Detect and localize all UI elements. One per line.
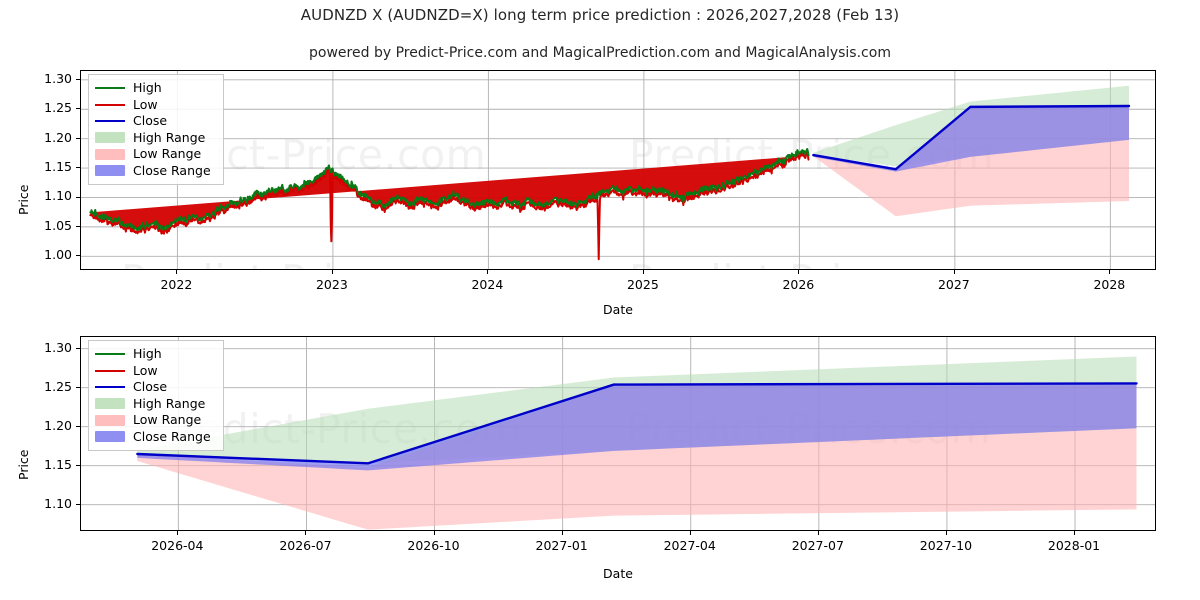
legend-line-swatch-icon (95, 365, 125, 376)
top-chart-legend-item-high[interactable]: High (95, 80, 215, 97)
bottom-chart-legend-item-high-range[interactable]: High Range (95, 396, 215, 413)
top-chart-legend-item-close[interactable]: Close (95, 113, 215, 130)
bottom-chart-x-tick-label: 2026-07 (260, 538, 350, 553)
legend-patch-swatch-icon (95, 398, 125, 409)
legend-label: Low Range (133, 146, 201, 163)
top-chart-x-tick-mark (1109, 270, 1110, 274)
legend-label: High Range (133, 130, 205, 147)
top-chart-legend-item-low[interactable]: Low (95, 97, 215, 114)
top-chart-y-tick-label: 1.10 (28, 188, 72, 203)
top-chart-svg (81, 71, 1156, 270)
bottom-chart-legend-item-low[interactable]: Low (95, 363, 215, 380)
bottom-chart-x-tick-mark (177, 531, 178, 535)
bottom-chart-x-tick-mark (1074, 531, 1075, 535)
top-chart-x-tick-mark (798, 270, 799, 274)
bottom-chart-legend-item-high[interactable]: High (95, 346, 215, 363)
top-chart-x-tick-label: 2025 (598, 277, 688, 292)
legend-line-swatch-icon (95, 99, 125, 110)
top-chart-y-tick-label: 1.20 (28, 130, 72, 145)
top-chart-x-tick-mark (954, 270, 955, 274)
bottom-chart-legend-item-close[interactable]: Close (95, 379, 215, 396)
legend-line-swatch-icon (95, 349, 125, 360)
legend-line-swatch-icon (95, 382, 125, 393)
bottom-chart-y-tick-label: 1.25 (28, 379, 72, 394)
legend-label: Close (133, 113, 167, 130)
legend-label: Low (133, 97, 158, 114)
legend-patch-swatch-icon (95, 431, 125, 442)
legend-label: High Range (133, 396, 205, 413)
top-chart-legend: HighLowCloseHigh RangeLow RangeClose Ran… (88, 74, 224, 185)
bottom-chart-x-tick-mark (818, 531, 819, 535)
legend-label: High (133, 80, 162, 97)
bottom-chart-x-tick-mark (562, 531, 563, 535)
top-chart-x-tick-mark (332, 270, 333, 274)
top-chart-x-tick-label: 2024 (442, 277, 532, 292)
top-chart-y-tick-label: 1.15 (28, 159, 72, 174)
bottom-chart-x-tick-mark (434, 531, 435, 535)
top-chart-x-axis-label: Date (80, 302, 1156, 317)
legend-patch-swatch-icon (95, 165, 125, 176)
top-chart-y-tick-label: 1.00 (28, 247, 72, 262)
top-chart-legend-item-low-range[interactable]: Low Range (95, 146, 215, 163)
bottom-chart-y-tick-label: 1.20 (28, 418, 72, 433)
top-chart-y-tick-label: 1.05 (28, 218, 72, 233)
bottom-chart-x-tick-mark (690, 531, 691, 535)
top-chart-y-tick-label: 1.25 (28, 100, 72, 115)
top-chart-plot-area: Predict-Price.com Predict-Price.com Pred… (80, 70, 1156, 270)
bottom-chart-x-tick-mark (946, 531, 947, 535)
top-chart-x-tick-mark (176, 270, 177, 274)
legend-label: Close Range (133, 429, 211, 446)
bottom-chart-x-tick-label: 2027-04 (645, 538, 735, 553)
top-chart-x-tick-mark (487, 270, 488, 274)
bottom-chart-y-tick-label: 1.15 (28, 457, 72, 472)
top-chart-x-tick-label: 2022 (131, 277, 221, 292)
top-chart-legend-item-high-range[interactable]: High Range (95, 130, 215, 147)
bottom-chart-x-tick-label: 2027-01 (517, 538, 607, 553)
bottom-chart-x-tick-label: 2028-01 (1029, 538, 1119, 553)
legend-label: Close (133, 379, 167, 396)
bottom-chart-x-tick-mark (305, 531, 306, 535)
legend-label: Low (133, 363, 158, 380)
page-title: AUDNZD X (AUDNZD=X) long term price pred… (0, 6, 1200, 24)
chart-page: AUDNZD X (AUDNZD=X) long term price pred… (0, 0, 1200, 600)
top-chart-x-tick-label: 2023 (287, 277, 377, 292)
top-chart-y-tick-label: 1.30 (28, 71, 72, 86)
bottom-chart-y-tick-label: 1.30 (28, 340, 72, 355)
legend-label: Low Range (133, 412, 201, 429)
legend-patch-swatch-icon (95, 132, 125, 143)
bottom-chart-legend: HighLowCloseHigh RangeLow RangeClose Ran… (88, 340, 224, 451)
legend-line-swatch-icon (95, 116, 125, 127)
top-chart-x-tick-label: 2027 (909, 277, 999, 292)
legend-patch-swatch-icon (95, 415, 125, 426)
legend-patch-swatch-icon (95, 149, 125, 160)
legend-line-swatch-icon (95, 83, 125, 94)
legend-label: High (133, 346, 162, 363)
bottom-chart-x-tick-label: 2026-04 (132, 538, 222, 553)
bottom-chart-y-tick-label: 1.10 (28, 496, 72, 511)
bottom-chart-legend-item-low-range[interactable]: Low Range (95, 412, 215, 429)
top-chart-x-tick-mark (643, 270, 644, 274)
page-subtitle: powered by Predict-Price.com and Magical… (0, 45, 1200, 61)
top-chart-x-tick-label: 2028 (1064, 277, 1154, 292)
top-chart-legend-item-close-range[interactable]: Close Range (95, 163, 215, 180)
bottom-chart-x-tick-label: 2027-07 (773, 538, 863, 553)
bottom-chart-legend-item-close-range[interactable]: Close Range (95, 429, 215, 446)
top-chart-x-tick-label: 2026 (753, 277, 843, 292)
legend-label: Close Range (133, 163, 211, 180)
bottom-chart-svg (81, 337, 1156, 531)
bottom-chart-plot-area: Predict-Price.com Predict-Price.com (80, 336, 1156, 531)
bottom-chart-x-axis-label: Date (80, 566, 1156, 581)
bottom-chart-x-tick-label: 2027-10 (901, 538, 991, 553)
bottom-chart-x-tick-label: 2026-10 (389, 538, 479, 553)
